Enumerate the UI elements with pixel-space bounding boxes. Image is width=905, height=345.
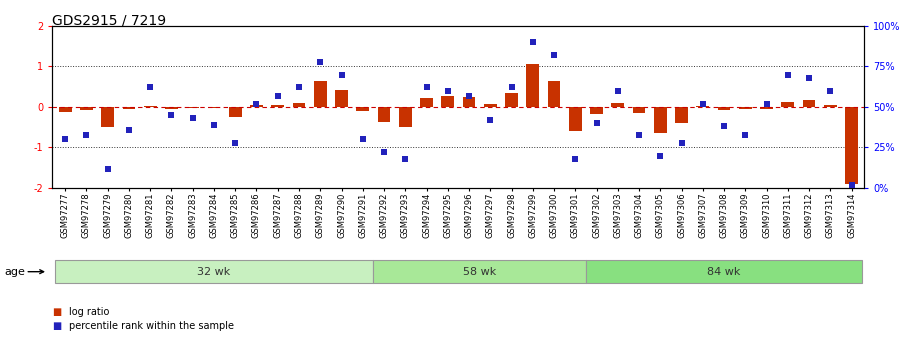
Bar (760, 107, 773, 109)
Bar (314, 81, 327, 107)
Bar (207, 107, 221, 108)
Bar (399, 107, 412, 127)
Point (483, 117, 498, 123)
Point (249, 101, 263, 107)
Bar (335, 90, 348, 107)
Bar (633, 107, 645, 113)
Text: ■: ■ (52, 321, 62, 331)
Point (462, 93, 476, 98)
Bar (144, 106, 157, 107)
Point (100, 166, 115, 171)
Point (186, 116, 200, 121)
Bar (292, 103, 305, 107)
Bar (505, 93, 518, 107)
Bar (586, 260, 862, 283)
Bar (845, 107, 858, 184)
Bar (548, 81, 560, 107)
Point (844, 182, 859, 188)
Point (589, 120, 604, 126)
Point (291, 85, 306, 90)
Bar (377, 107, 390, 122)
Bar (229, 107, 242, 117)
Point (504, 85, 519, 90)
Text: 84 wk: 84 wk (708, 267, 740, 277)
Bar (357, 107, 369, 111)
Bar (569, 107, 582, 131)
Point (653, 153, 668, 158)
Point (398, 156, 413, 161)
Point (122, 127, 137, 132)
Point (611, 88, 625, 93)
Point (526, 39, 540, 45)
Bar (250, 105, 262, 107)
Bar (272, 105, 284, 107)
Bar (81, 107, 93, 110)
Bar (824, 105, 836, 107)
Bar (101, 107, 114, 127)
Point (823, 88, 837, 93)
Text: ■: ■ (52, 307, 62, 317)
Point (164, 112, 178, 118)
Point (738, 132, 753, 137)
Point (547, 52, 561, 58)
Point (143, 85, 157, 90)
Text: age: age (5, 267, 25, 277)
Bar (803, 100, 815, 107)
Text: 32 wk: 32 wk (197, 267, 231, 277)
Point (206, 122, 221, 128)
Bar (527, 65, 539, 107)
Bar (696, 106, 710, 107)
Point (58, 137, 72, 142)
Point (717, 124, 731, 129)
Point (674, 140, 689, 145)
Point (334, 72, 348, 77)
Text: log ratio: log ratio (69, 307, 110, 317)
Point (376, 150, 391, 155)
Point (228, 140, 243, 145)
Point (632, 132, 646, 137)
Bar (590, 107, 603, 114)
Point (271, 93, 285, 98)
Bar (54, 260, 374, 283)
Text: 58 wk: 58 wk (463, 267, 496, 277)
Bar (738, 107, 752, 109)
Text: GDS2915 / 7219: GDS2915 / 7219 (52, 14, 167, 28)
Bar (442, 96, 454, 107)
Text: percentile rank within the sample: percentile rank within the sample (69, 321, 233, 331)
Bar (186, 107, 199, 108)
Bar (675, 107, 688, 123)
Point (568, 156, 583, 161)
Bar (122, 107, 136, 109)
Bar (612, 103, 624, 107)
Point (419, 85, 433, 90)
Point (802, 75, 816, 80)
Bar (59, 107, 71, 112)
Bar (374, 260, 586, 283)
Point (780, 72, 795, 77)
Bar (165, 107, 178, 109)
Bar (462, 97, 475, 107)
Bar (781, 102, 795, 107)
Point (80, 132, 94, 137)
Point (313, 59, 328, 64)
Point (696, 101, 710, 107)
Bar (718, 107, 730, 110)
Bar (654, 107, 667, 133)
Point (356, 137, 370, 142)
Bar (484, 104, 497, 107)
Bar (420, 98, 433, 107)
Point (441, 88, 455, 93)
Point (759, 101, 774, 107)
